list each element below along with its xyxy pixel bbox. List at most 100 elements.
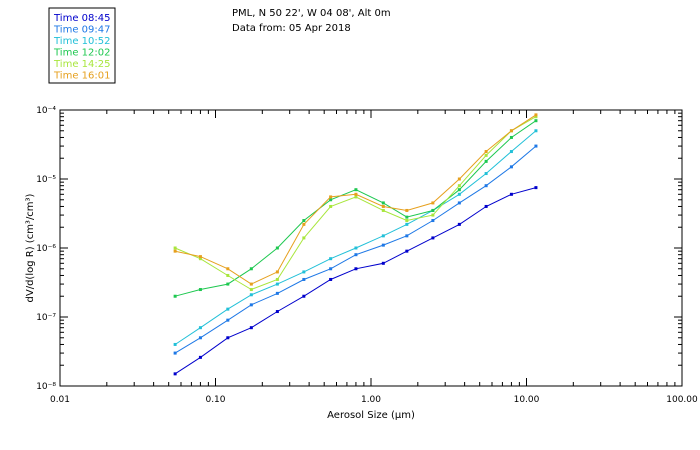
legend-box	[48, 7, 116, 84]
data-point	[484, 153, 488, 157]
data-point	[275, 270, 279, 274]
data-point	[275, 310, 279, 314]
data-point	[302, 236, 306, 240]
data-point	[509, 192, 513, 196]
data-point	[329, 267, 333, 271]
data-point	[302, 219, 306, 223]
data-point	[509, 165, 513, 169]
data-point	[381, 201, 385, 205]
y-tick-label: 10⁻⁴	[36, 106, 56, 116]
data-point	[354, 188, 358, 192]
series-line	[174, 187, 537, 375]
y-tick-label: 10⁻⁸	[36, 382, 56, 392]
data-point	[198, 355, 202, 359]
series-6	[173, 113, 538, 286]
series-4	[173, 119, 538, 298]
data-point	[509, 129, 513, 133]
data-point	[173, 294, 177, 298]
data-point	[275, 291, 279, 295]
data-point	[457, 201, 461, 205]
y-tick-label: 10⁻⁷	[36, 313, 56, 323]
data-point	[431, 219, 435, 223]
tick-labels: 0.01 0.10 1.00 10.00 100.00 10⁻⁸ 10⁻⁷ 10⁻⁶ 10⁻⁵ 1…	[36, 106, 698, 405]
data-point	[198, 326, 202, 330]
data-point	[173, 351, 177, 355]
data-point	[354, 195, 358, 199]
data-point	[249, 326, 253, 330]
data-point	[405, 249, 409, 253]
data-point	[431, 236, 435, 240]
data-series	[173, 113, 538, 376]
data-point	[534, 186, 538, 190]
data-point	[381, 243, 385, 247]
axis-ticks	[59, 110, 682, 387]
x-tick-label: 0.10	[205, 395, 225, 405]
data-point	[354, 192, 358, 196]
data-point	[354, 267, 358, 271]
data-point	[431, 213, 435, 217]
data-point	[381, 208, 385, 212]
data-point	[381, 204, 385, 208]
data-point	[457, 177, 461, 181]
data-point	[302, 294, 306, 298]
data-point	[226, 282, 230, 286]
data-point	[457, 222, 461, 226]
data-point	[302, 270, 306, 274]
data-point	[509, 150, 513, 154]
series-line	[174, 130, 537, 345]
data-point	[484, 150, 488, 154]
series-5	[173, 115, 538, 292]
x-tick-label: 0.01	[50, 395, 70, 405]
data-point	[484, 159, 488, 163]
legend-entry: Time 09:47	[53, 25, 110, 36]
data-point	[329, 277, 333, 281]
legend-entry: Time 08:45	[53, 13, 110, 24]
data-point	[173, 372, 177, 376]
data-point	[249, 288, 253, 292]
data-point	[275, 282, 279, 286]
series-line	[174, 116, 537, 291]
data-point	[198, 255, 202, 259]
data-point	[484, 204, 488, 208]
plot-area	[59, 109, 683, 387]
data-point	[329, 204, 333, 208]
data-point	[249, 267, 253, 271]
data-point	[431, 208, 435, 212]
data-point	[329, 257, 333, 261]
data-point	[509, 135, 513, 139]
legend-entry: Time 14:25	[53, 59, 110, 70]
data-point	[534, 115, 538, 119]
chart-title-line2: Data from: 05 Apr 2018	[232, 23, 351, 34]
data-point	[173, 342, 177, 346]
series-line	[174, 114, 537, 285]
data-point	[354, 246, 358, 250]
data-point	[484, 184, 488, 188]
x-tick-label: 1.00	[361, 395, 381, 405]
data-point	[249, 303, 253, 307]
data-point	[198, 336, 202, 340]
data-point	[275, 277, 279, 281]
data-point	[302, 277, 306, 281]
data-point	[226, 318, 230, 322]
data-point	[173, 249, 177, 253]
data-point	[381, 234, 385, 238]
data-point	[405, 215, 409, 219]
data-point	[226, 267, 230, 271]
data-point	[226, 273, 230, 277]
data-point	[431, 201, 435, 205]
legend-entry: Time 16:01	[53, 71, 110, 82]
legend-entry: Time 12:02	[53, 48, 110, 59]
data-point	[457, 188, 461, 192]
data-point	[198, 257, 202, 261]
data-point	[405, 219, 409, 223]
data-point	[329, 195, 333, 199]
data-point	[226, 307, 230, 311]
data-point	[226, 336, 230, 340]
data-point	[173, 246, 177, 250]
chart-title-line1: PML, N 50 22', W 04 08', Alt 0m	[232, 8, 391, 19]
x-tick-label: 100.00	[666, 395, 698, 405]
data-point	[275, 246, 279, 250]
data-point	[534, 113, 538, 117]
